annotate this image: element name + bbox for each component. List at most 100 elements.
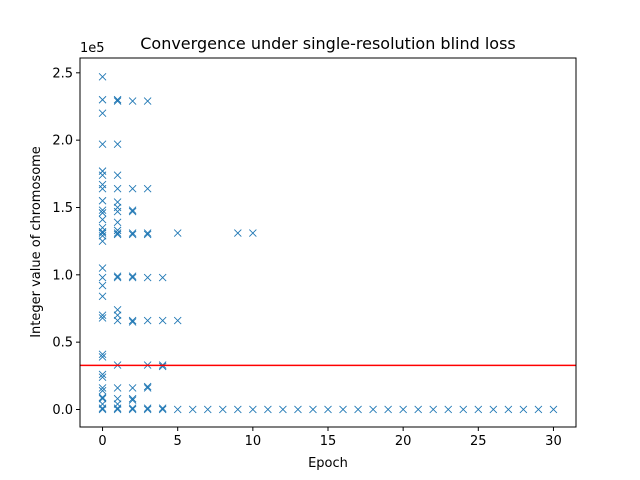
data-point (98, 384, 107, 392)
data-point (309, 405, 317, 414)
data-point (128, 230, 137, 239)
data-point (324, 405, 332, 414)
data-point (128, 318, 137, 326)
data-point (98, 394, 107, 403)
data-point (414, 405, 423, 414)
data-point (474, 405, 483, 414)
x-tick-label: 0 (98, 434, 106, 449)
data-point (98, 370, 107, 379)
data-point (113, 311, 122, 320)
data-point (128, 394, 137, 403)
data-point (98, 350, 107, 359)
data-point (98, 196, 107, 205)
data-point (113, 404, 122, 412)
data-point (173, 316, 182, 325)
data-point (113, 229, 122, 237)
data-point (128, 396, 137, 404)
data-point (98, 386, 107, 395)
data-point (249, 229, 257, 237)
data-point (98, 73, 107, 81)
y-axis: 0.0 0.5 1.0 1.5 2.0 2.5 (52, 66, 80, 418)
data-point (173, 405, 182, 414)
x-axis: 0 5 10 15 20 25 30 (98, 427, 562, 449)
data-point (113, 272, 122, 280)
data-point (489, 405, 498, 414)
data-point (98, 109, 107, 118)
data-point (98, 292, 107, 301)
data-point (279, 405, 287, 414)
data-point (158, 362, 167, 371)
data-point (158, 404, 167, 412)
y-axis-label: Integer value of chromosome (29, 146, 44, 338)
data-point (384, 405, 392, 414)
data-point (429, 405, 438, 414)
data-point (294, 405, 302, 414)
data-point (339, 405, 347, 414)
data-point (534, 405, 543, 414)
data-point (113, 95, 122, 104)
data-point (549, 405, 558, 414)
data-point (158, 316, 167, 325)
data-point (98, 314, 107, 322)
data-point (128, 184, 137, 193)
x-tick-label: 5 (174, 434, 182, 449)
data-point (113, 316, 122, 325)
data-point (444, 405, 453, 414)
data-point (98, 229, 107, 237)
data-point (143, 273, 152, 282)
data-point (233, 405, 242, 414)
x-tick-label: 25 (470, 434, 487, 449)
data-point (504, 405, 513, 414)
y-tick-label: 2.0 (52, 134, 73, 149)
data-point (98, 231, 107, 240)
data-point (369, 405, 377, 414)
data-point (233, 229, 242, 237)
x-axis-label: Epoch (308, 456, 348, 471)
data-point (98, 311, 107, 320)
data-point (354, 405, 362, 414)
data-point (98, 209, 107, 217)
data-point (128, 272, 137, 280)
data-point (143, 229, 152, 237)
data-point (98, 171, 107, 179)
data-point (158, 405, 167, 414)
data-point (113, 207, 122, 216)
data-point (98, 373, 107, 381)
data-point (113, 306, 122, 314)
data-point (459, 405, 468, 414)
data-point (143, 404, 152, 412)
plot-area (80, 73, 576, 414)
y-tick-label: 1.0 (52, 268, 73, 283)
data-point (264, 405, 272, 414)
data-point (113, 230, 122, 239)
data-point (113, 140, 122, 149)
data-point (98, 353, 107, 361)
data-point (113, 273, 122, 282)
data-point (143, 97, 152, 105)
data-point (113, 97, 122, 105)
data-point (143, 230, 152, 239)
data-point (143, 405, 152, 414)
y-tick-label: 1.5 (52, 201, 73, 216)
x-tick-label: 30 (545, 434, 562, 449)
data-point (113, 384, 122, 392)
x-tick-label: 10 (245, 434, 262, 449)
data-point (98, 404, 107, 412)
data-point (98, 206, 107, 214)
data-point (158, 273, 167, 282)
data-point (113, 405, 122, 414)
data-point (113, 394, 122, 403)
data-point (128, 316, 137, 325)
data-point (98, 95, 107, 104)
data-point (98, 140, 107, 149)
data-point (519, 405, 528, 414)
data-point (98, 167, 107, 175)
data-point (98, 393, 107, 402)
data-point (188, 405, 197, 414)
data-point (98, 405, 107, 414)
data-point (203, 405, 212, 414)
data-point (98, 281, 107, 290)
data-point (143, 382, 152, 391)
y-tick-label: 0.5 (52, 336, 73, 351)
